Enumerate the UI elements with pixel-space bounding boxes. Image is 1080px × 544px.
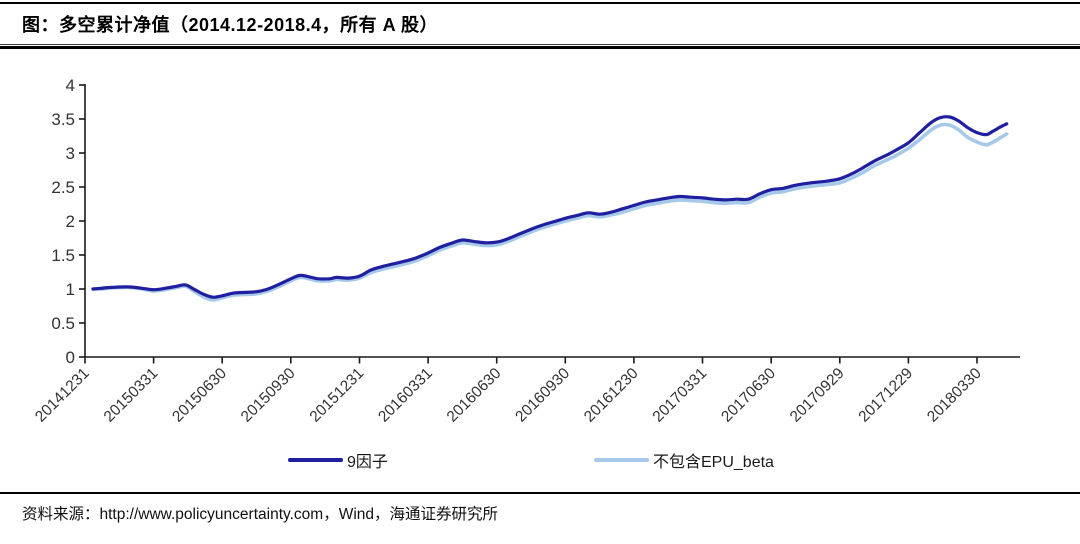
chart-legend: 9因子 不包含EPU_beta bbox=[0, 446, 1080, 474]
y-tick-label: 2 bbox=[66, 212, 75, 231]
figure-title: 图：多空累计净值（2014.12-2018.4，所有 A 股） bbox=[22, 15, 438, 35]
series-line-9因子 bbox=[91, 115, 1009, 299]
x-tick-label: 20180330 bbox=[924, 365, 985, 426]
series-line-不包含EPU_beta bbox=[91, 122, 1009, 302]
y-tick-label: 2.5 bbox=[51, 178, 75, 197]
x-tick-label: 20171229 bbox=[855, 365, 916, 426]
source-note: 资料来源：http://www.policyuncertainty.com，Wi… bbox=[22, 506, 499, 523]
x-tick-label: 20150331 bbox=[101, 365, 162, 426]
x-tick-label: 20170630 bbox=[718, 365, 779, 426]
legend-line-swatch-dark bbox=[288, 458, 343, 462]
y-tick-label: 3.5 bbox=[51, 110, 75, 129]
legend-item-9factor: 9因子 bbox=[288, 446, 388, 474]
legend-label: 9因子 bbox=[347, 454, 388, 471]
x-tick-label: 20170929 bbox=[787, 365, 848, 426]
x-tick-label: 20150930 bbox=[238, 365, 299, 426]
x-tick-label: 20150630 bbox=[169, 365, 230, 426]
legend-line-swatch-light bbox=[594, 458, 649, 462]
legend-item-no-epu-beta: 不包含EPU_beta bbox=[594, 446, 774, 474]
x-tick-label: 20170331 bbox=[650, 365, 711, 426]
top-rule bbox=[0, 2, 1080, 4]
x-tick-label: 20160331 bbox=[375, 365, 436, 426]
y-tick-label: 0.5 bbox=[51, 314, 75, 333]
title-divider-thin bbox=[0, 44, 1080, 45]
x-tick-label: 20160930 bbox=[512, 365, 573, 426]
y-tick-label: 1.5 bbox=[51, 246, 75, 265]
y-tick-label: 4 bbox=[66, 76, 75, 95]
x-tick-label: 20151231 bbox=[307, 365, 368, 426]
source-divider bbox=[0, 492, 1080, 494]
title-divider-thick bbox=[0, 46, 1080, 49]
x-tick-label: 20141231 bbox=[32, 365, 93, 426]
y-tick-label: 0 bbox=[66, 348, 75, 367]
x-tick-label: 20160630 bbox=[444, 365, 505, 426]
y-tick-label: 1 bbox=[66, 280, 75, 299]
y-tick-label: 3 bbox=[66, 144, 75, 163]
x-tick-label: 20161230 bbox=[581, 365, 642, 426]
legend-label: 不包含EPU_beta bbox=[653, 454, 774, 471]
